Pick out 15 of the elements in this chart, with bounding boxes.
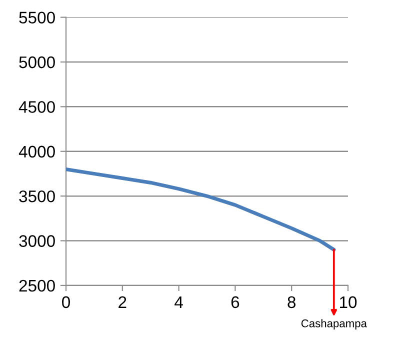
x-tick-label: 6 [231, 296, 240, 308]
y-tick-label: 4500 [18, 101, 55, 113]
x-tick-label: 2 [118, 296, 126, 308]
line-series [66, 167, 336, 252]
y-tick-label: 5000 [19, 56, 55, 68]
x-tick-label: 8 [288, 296, 296, 308]
annotation: Cashapampa [301, 319, 367, 330]
x-tick-label: 4 [174, 296, 183, 308]
y-tick-label: 3000 [19, 235, 55, 247]
y-tick-label: 5500 [19, 12, 55, 24]
y-tick-label: 4000 [18, 146, 55, 158]
y-tick-label: 2500 [19, 280, 55, 292]
x-tick-label: 0 [62, 296, 70, 308]
x-tick-label: 10 [340, 296, 357, 308]
y-tick-label: 3500 [19, 190, 55, 202]
